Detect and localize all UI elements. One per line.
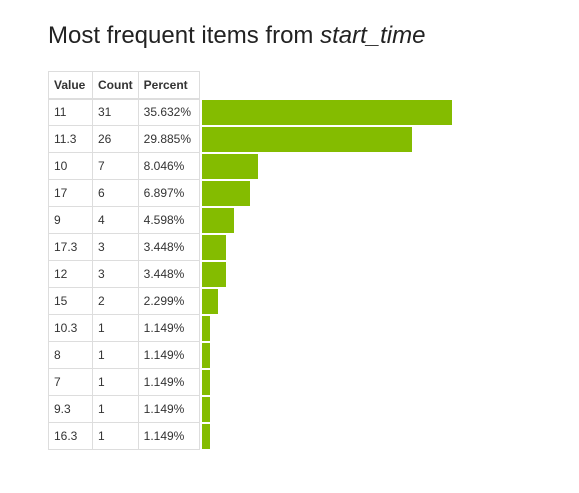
frequency-bar	[202, 235, 226, 260]
cell-percent: 1.149%	[137, 395, 200, 423]
table-row: 7 1 1.149%	[48, 368, 200, 396]
cell-value: 11.3	[48, 125, 93, 153]
cell-value: 9.3	[48, 395, 93, 423]
cell-count: 6	[92, 179, 139, 207]
cell-percent: 2.299%	[137, 287, 200, 315]
table-row: 9 4 4.598%	[48, 206, 200, 234]
cell-count: 3	[92, 233, 139, 261]
table-row: 15 2 2.299%	[48, 287, 200, 315]
cell-percent: 6.897%	[137, 179, 200, 207]
cell-value: 15	[48, 287, 93, 315]
cell-count: 1	[92, 395, 139, 423]
table-header-row: Value Count Percent	[48, 71, 200, 99]
cell-percent: 3.448%	[137, 260, 200, 288]
frequency-bar	[202, 289, 218, 314]
cell-value: 16.3	[48, 422, 93, 450]
table-row: 10 7 8.046%	[48, 152, 200, 180]
cell-count: 31	[92, 97, 139, 126]
cell-count: 1	[92, 341, 139, 369]
cell-percent: 35.632%	[137, 97, 200, 126]
cell-value: 9	[48, 206, 93, 234]
title-field-name: start_time	[320, 22, 426, 49]
frequency-bar	[202, 343, 210, 368]
cell-percent: 1.149%	[137, 422, 200, 450]
cell-value: 8	[48, 341, 93, 369]
frequency-bar	[202, 424, 210, 449]
cell-count: 2	[92, 287, 139, 315]
cell-value: 10.3	[48, 314, 93, 342]
cell-count: 7	[92, 152, 139, 180]
table-row: 11.3 26 29.885%	[48, 125, 200, 153]
cell-percent: 1.149%	[137, 314, 200, 342]
table-row: 17 6 6.897%	[48, 179, 200, 207]
table-row: 8 1 1.149%	[48, 341, 200, 369]
table-row: 17.3 3 3.448%	[48, 233, 200, 261]
cell-count: 1	[92, 314, 139, 342]
cell-value: 17.3	[48, 233, 93, 261]
frequency-bar	[202, 316, 210, 341]
cell-count: 4	[92, 206, 139, 234]
table-row: 12 3 3.448%	[48, 260, 200, 288]
table-row: 9.3 1 1.149%	[48, 395, 200, 423]
frequency-bar	[202, 262, 226, 287]
column-header-count: Count	[92, 71, 139, 99]
cell-percent: 4.598%	[137, 206, 200, 234]
cell-percent: 1.149%	[137, 368, 200, 396]
table-row: 10.3 1 1.149%	[48, 314, 200, 342]
cell-count: 26	[92, 125, 139, 153]
frequency-bar	[202, 370, 210, 395]
page-title: Most frequent items from start_time	[48, 22, 425, 50]
cell-value: 17	[48, 179, 93, 207]
cell-percent: 29.885%	[137, 125, 200, 153]
frequency-bar	[202, 397, 210, 422]
table-row: 16.3 1 1.149%	[48, 422, 200, 450]
cell-count: 3	[92, 260, 139, 288]
cell-value: 10	[48, 152, 93, 180]
frequency-bar	[202, 154, 258, 179]
cell-count: 1	[92, 368, 139, 396]
frequency-bar	[202, 181, 250, 206]
cell-value: 12	[48, 260, 93, 288]
cell-percent: 3.448%	[137, 233, 200, 261]
column-header-percent: Percent	[137, 71, 200, 99]
cell-percent: 1.149%	[137, 341, 200, 369]
frequency-bar	[202, 208, 234, 233]
frequency-bar	[202, 100, 452, 125]
title-prefix: Most frequent items from	[48, 22, 321, 49]
frequency-bar	[202, 127, 412, 152]
column-header-value: Value	[48, 71, 93, 99]
cell-count: 1	[92, 422, 139, 450]
cell-value: 7	[48, 368, 93, 396]
frequency-table: Value Count Percent 11 31 35.632% 11.3 2…	[48, 71, 200, 450]
cell-percent: 8.046%	[137, 152, 200, 180]
table-row: 11 31 35.632%	[48, 97, 200, 126]
cell-value: 11	[48, 97, 93, 126]
